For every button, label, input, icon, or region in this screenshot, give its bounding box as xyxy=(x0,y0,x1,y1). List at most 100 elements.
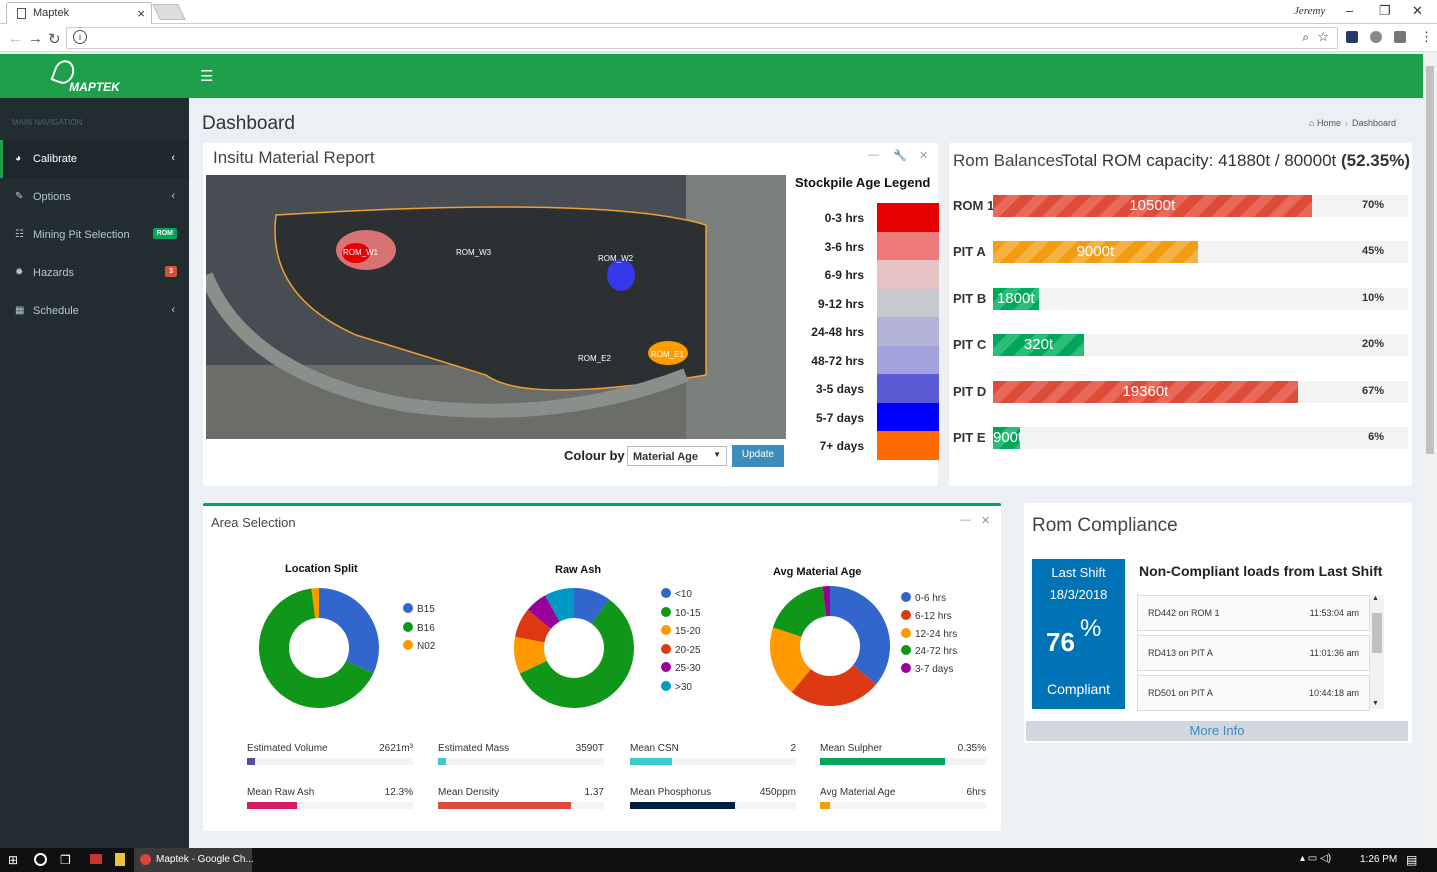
stat-bar xyxy=(630,758,796,765)
legend-swatch xyxy=(877,203,939,232)
donut-slice[interactable] xyxy=(791,664,877,706)
donut-slice[interactable] xyxy=(318,588,379,674)
donut-slice[interactable] xyxy=(770,627,812,693)
rom-row-bar[interactable]: 9000t 45% xyxy=(993,241,1408,264)
restore-icon[interactable]: ❐ xyxy=(1379,3,1391,18)
zoom-icon[interactable]: ⌕ xyxy=(1302,30,1309,44)
page-scrollbar[interactable] xyxy=(1423,54,1437,848)
donut-legend-label: 25-30 xyxy=(675,663,701,674)
stat-value: 6hrs xyxy=(966,787,986,798)
app-logo[interactable]: MAPTEK xyxy=(0,54,189,98)
forward-icon[interactable]: → xyxy=(28,30,43,47)
extension-icon[interactable] xyxy=(1370,31,1382,43)
donut-legend-label: N02 xyxy=(417,641,436,652)
taskbar-chrome-app[interactable]: Maptek - Google Ch... xyxy=(134,848,254,872)
minimize-icon[interactable]: – xyxy=(1346,3,1354,18)
stat-value: 3590T xyxy=(575,743,604,754)
page-icon xyxy=(17,8,26,19)
tray-icons[interactable]: ▴ ▭ ◁) xyxy=(1300,853,1332,864)
close-tab-icon[interactable]: × xyxy=(137,6,145,21)
clock[interactable]: 1:26 PM xyxy=(1360,854,1398,865)
notifications-icon[interactable]: ▤ xyxy=(1406,853,1418,867)
close-window-icon[interactable]: ✕ xyxy=(1412,3,1423,18)
collapse-icon[interactable]: — xyxy=(960,514,971,526)
rom-row-bar[interactable]: 1800t 10% xyxy=(993,287,1408,310)
donut-slice[interactable] xyxy=(573,588,610,625)
menu-icon[interactable]: ⋮ xyxy=(1420,29,1433,44)
donut-slice[interactable] xyxy=(545,588,575,623)
non-compliant-title: Non-Compliant loads from Last Shift xyxy=(1139,563,1383,579)
new-tab-button[interactable] xyxy=(152,4,186,20)
hamburger-icon[interactable]: ☰ xyxy=(200,68,214,85)
legend-swatch xyxy=(877,402,939,432)
legend-dot xyxy=(901,592,911,602)
donut-slice[interactable] xyxy=(772,586,828,638)
sidebar: MAIN NAVIGATION ◕ Calibrate ‹ ✎ Options ‹ ☷ M… xyxy=(0,98,189,848)
donut-slice[interactable] xyxy=(829,586,890,685)
total-capacity: Total ROM capacity: 41880t / 80000t (52.… xyxy=(1061,151,1410,170)
scroll-up-icon[interactable]: ▲ xyxy=(1372,595,1379,602)
update-button[interactable]: Update xyxy=(732,445,784,467)
list-item[interactable]: RD501 on PIT A 10:44:18 am xyxy=(1137,675,1370,711)
rom-row-pct: 67% xyxy=(1361,384,1384,397)
sidebar-item-hazards[interactable]: ✹ Hazards 3 xyxy=(0,254,189,292)
stat-item: Estimated Volume 2621m³ xyxy=(247,743,413,769)
nav-header: MAIN NAVIGATION xyxy=(12,118,83,127)
info-icon[interactable]: i xyxy=(73,30,87,44)
stat-bar xyxy=(438,802,604,809)
rom-row-bar[interactable]: 19360t 67% xyxy=(993,380,1408,403)
legend-dot xyxy=(661,662,671,672)
legend-label: 3-5 days xyxy=(815,382,864,396)
extension-icon[interactable] xyxy=(1394,31,1406,43)
sidebar-item-calibrate[interactable]: ◕ Calibrate ‹ xyxy=(0,140,189,178)
stat-label: Mean Density xyxy=(438,787,500,798)
donut-slice[interactable] xyxy=(527,595,561,630)
insitu-material-report-box: Insitu Material Report — 🔧 ✕ ROM_W1 ROM_… xyxy=(203,143,939,486)
search-icon[interactable] xyxy=(34,853,47,866)
legend-dot xyxy=(403,621,413,632)
wrench-icon[interactable]: 🔧 xyxy=(893,150,907,162)
mail-icon[interactable] xyxy=(90,854,102,864)
rom-row-bar[interactable]: 320t 20% xyxy=(993,334,1408,357)
rom-row-fill: 320t xyxy=(993,334,1084,357)
back-icon[interactable]: ← xyxy=(8,30,23,47)
chevron-left-icon: ‹ xyxy=(171,304,175,316)
browser-user[interactable]: Jeremy xyxy=(1294,5,1326,17)
donut-slice[interactable] xyxy=(514,636,548,674)
close-box-icon[interactable]: ✕ xyxy=(981,515,991,527)
rom-row-label: PIT D xyxy=(953,383,987,399)
scroll-down-icon[interactable]: ▼ xyxy=(1372,700,1379,707)
legend-swatch xyxy=(877,317,939,346)
rom-row-bar[interactable]: 10500t 70% xyxy=(993,195,1408,217)
donut-slice[interactable] xyxy=(259,588,374,708)
browser-tab[interactable]: Maptek × xyxy=(6,2,152,24)
site-map[interactable]: ROM_W1 ROM_W3 ROM_W2 ROM_E2 ROM_E1 xyxy=(206,175,786,439)
legend-dot xyxy=(901,645,911,656)
sidebar-item-schedule[interactable]: ▦ Schedule ‹ xyxy=(15,304,175,317)
list-item[interactable]: RD413 on PIT A 11:01:36 am xyxy=(1137,635,1370,671)
file-explorer-icon[interactable] xyxy=(115,853,125,866)
more-info-link[interactable]: More Info xyxy=(1026,721,1408,741)
donut-legend-item: 25-30 xyxy=(661,662,701,674)
list-item[interactable]: RD442 on ROM 1 11:53:04 am xyxy=(1137,595,1370,631)
task-view-icon[interactable]: ❐ xyxy=(60,853,71,867)
close-box-icon[interactable]: ✕ xyxy=(919,150,929,162)
collapse-icon[interactable]: — xyxy=(868,149,879,161)
reload-icon[interactable]: ↻ xyxy=(48,31,61,48)
donut-slice[interactable] xyxy=(519,599,634,708)
star-icon[interactable]: ☆ xyxy=(1317,29,1329,44)
list-scrollbar[interactable]: ▲ ▼ xyxy=(1370,595,1384,709)
extension-icon[interactable] xyxy=(1346,31,1358,43)
rom-row-bar[interactable]: 900t 6% xyxy=(993,427,1408,449)
legend-dot xyxy=(661,606,671,617)
rom-row-label: ROM 1 xyxy=(953,198,995,213)
legend-row: 48-72 hrs xyxy=(809,345,939,375)
chevron-left-icon: ‹ xyxy=(171,190,175,202)
sidebar-item-mining-pit-selection[interactable]: ☷ Mining Pit Selection ROM xyxy=(0,216,189,254)
colour-by-select[interactable]: Material Age ▼ xyxy=(627,446,727,466)
url-input[interactable]: i ⌕ ☆ xyxy=(66,27,1338,49)
sidebar-item-options[interactable]: ✎ Options ‹ xyxy=(15,190,175,203)
breadcrumb-home[interactable]: Home xyxy=(1316,118,1341,128)
windows-start-icon[interactable]: ⊞ xyxy=(8,853,19,867)
donut-slice[interactable] xyxy=(515,609,552,644)
